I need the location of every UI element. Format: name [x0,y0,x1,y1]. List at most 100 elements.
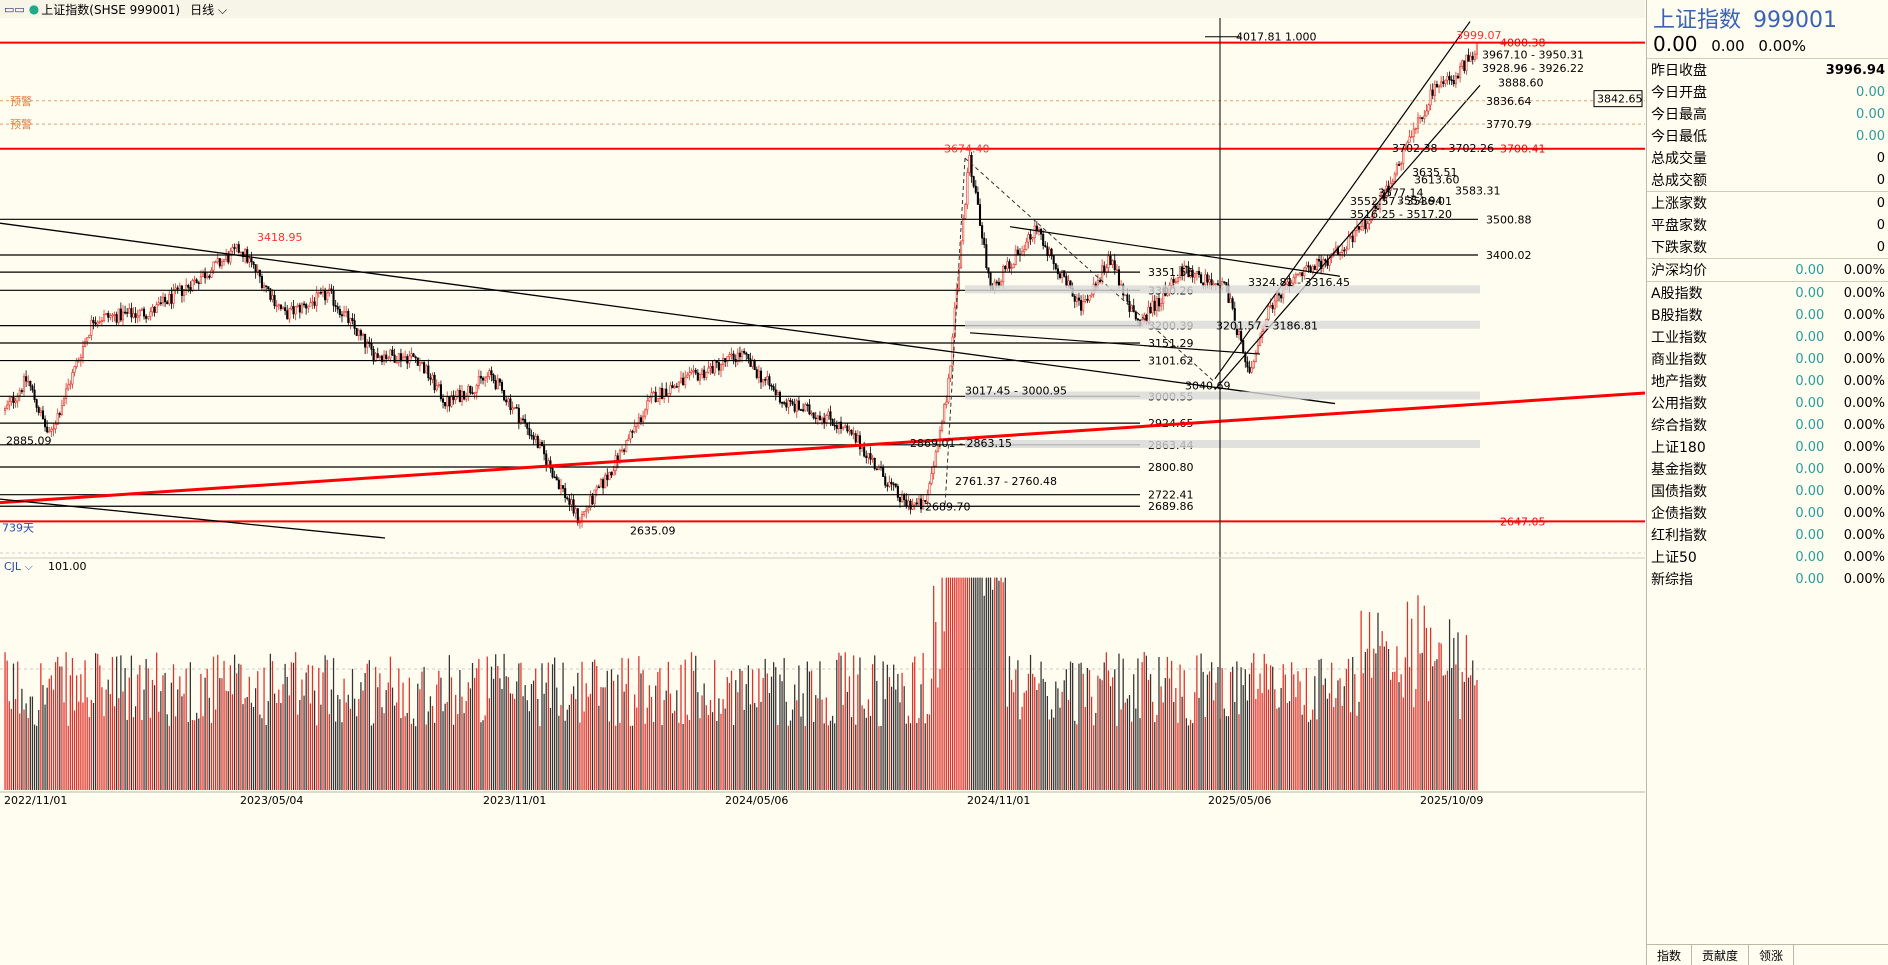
index-row: 综合指数 0.00 0.00% [1647,414,1888,436]
level-label: 2689.86 [1148,500,1194,513]
volume-bar [297,714,299,790]
volume-bar [907,715,910,790]
volume-bar [909,723,912,790]
volume-bar [1303,704,1305,790]
volume-bar [1463,681,1465,790]
volume-bar [737,692,739,790]
candle-body [1438,85,1441,88]
stat-label: 沪深均价 [1651,263,1707,279]
range-label: 3967.10 - 3950.31 [1482,48,1584,61]
candle-body [536,435,539,448]
candle-body [463,391,466,400]
candle-body [366,341,369,348]
candle-body [433,374,436,391]
x-tick-label: 2025/05/06 [1208,794,1271,807]
volume-bar [1318,659,1320,790]
volume-bar [318,667,320,790]
volume-bar [741,670,743,790]
volume-bar [250,702,253,790]
volume-bar [1152,701,1154,790]
candle-body [783,402,786,404]
candle-body [1088,295,1091,301]
volume-bar [65,652,67,790]
panel-tab[interactable]: 指数 [1647,945,1693,965]
volume-bar [1042,678,1044,790]
volume-bar [473,677,476,790]
candle-body [568,498,571,505]
volume-bar [50,675,53,790]
volume-bar [40,663,42,790]
volume-bar [345,702,347,790]
volume-bar [1135,708,1137,790]
candle-body [660,388,664,399]
candle-body [172,289,175,304]
volume-bar [930,678,933,790]
volume-bar [36,725,38,790]
candle-body [309,302,312,307]
volume-bar [450,677,453,790]
candle-body [1155,298,1158,311]
candle-body [130,308,133,318]
period-selector[interactable]: 日线 ⌵ [190,1,227,18]
candle-body [753,360,756,370]
volume-bar [520,662,522,790]
security-title: 上证指数(SHSE 999001) [41,2,181,17]
volume-bar [503,653,505,790]
volume-bar [316,725,318,790]
candle-body [96,321,99,325]
volume-bar [1124,702,1126,790]
volume-bar [455,694,457,790]
candle-body [1366,223,1369,230]
candle-body [719,364,723,371]
volume-bar [850,717,853,790]
volume-bar [777,724,779,790]
volume-bar [1377,612,1379,790]
volume-bar [682,723,684,790]
candle-body [694,369,697,374]
volume-bar [587,696,589,790]
volume-bar [636,707,638,790]
volume-bar [1413,707,1415,790]
candle-body [239,251,242,254]
candle-body [559,485,562,490]
panel-tab[interactable]: 领涨 [1749,945,1795,965]
volume-bar [785,701,787,790]
volume-bar [1147,679,1150,790]
volume-bar [1333,707,1335,790]
range-label: 3836.64 [1486,95,1532,108]
volume-bar [400,718,402,790]
level-label: 3500.88 [1486,213,1532,226]
window-icon[interactable]: ▭▭ [4,2,25,16]
panel-tab[interactable]: 贡献度 [1692,945,1750,965]
candle-body [121,311,125,321]
volume-bar [1371,677,1373,790]
candle-body [168,294,171,305]
volume-bar [844,652,846,790]
volume-bar [1307,722,1310,790]
volume-bar [855,724,857,790]
candle-body [286,310,289,320]
volume-bar [543,693,545,790]
candle-body [1193,273,1196,278]
volume-bar [263,667,265,790]
volume-bar [377,687,379,790]
candle-body [593,489,596,505]
volume-bar [970,577,973,790]
volume-bar [200,673,202,790]
candle-body [1412,128,1415,137]
volume-bar [1446,670,1449,790]
candle-body [357,330,360,336]
volume-bar [794,684,796,790]
days-label: 739天 [2,521,34,534]
candle-body [446,396,449,407]
candle-body [608,471,611,481]
volume-bar [208,697,210,790]
volume-bar [701,695,703,790]
volume-bar [1194,692,1196,790]
volume-bar [947,577,950,790]
candle-body [161,296,165,304]
kline-chart[interactable]: 4000.383700.413500.883400.023351.563300.… [0,18,1645,965]
volume-bar [903,686,905,790]
volume-bar [899,702,901,790]
candle-body [911,504,914,510]
